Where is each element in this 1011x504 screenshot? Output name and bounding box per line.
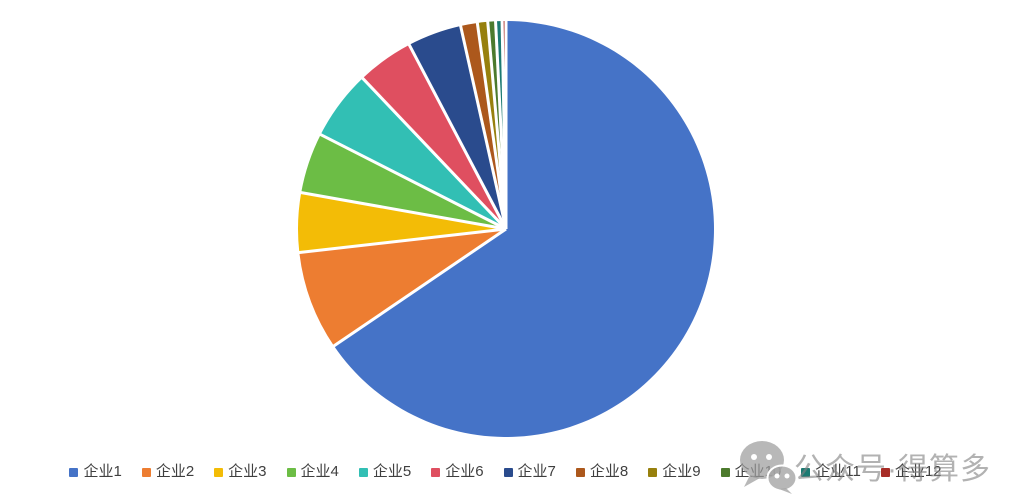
legend-item-企业2: 企业2 <box>141 463 195 481</box>
legend-item-label: 企业4 <box>300 463 339 480</box>
legend-item-label: 企业7 <box>517 463 556 480</box>
legend-item-企业10: 企业10 <box>720 463 782 481</box>
pie-slice-企业2 <box>299 229 506 346</box>
legend-item-企业7: 企业7 <box>503 463 556 481</box>
legend-item-label: 企业6 <box>445 463 484 480</box>
legend-swatch <box>648 467 658 477</box>
legend-item-企业4: 企业4 <box>286 463 339 481</box>
legend-item-label: 企业3 <box>228 463 267 480</box>
legend-swatch <box>214 467 224 477</box>
legend: 企业1 企业2 企业3 企业4 企业5 企业6 企业7 企业8 企业9 企业10 企业11 企业12 <box>0 463 1011 481</box>
pie-slice-企业6 <box>362 44 506 229</box>
legend-item-label: 企业5 <box>372 463 412 480</box>
legend-swatch <box>801 467 811 477</box>
pie-slice-企业1 <box>333 21 715 437</box>
legend-item-label: 企业1 <box>83 463 122 480</box>
slice-gap <box>475 20 508 230</box>
slice-gap <box>458 23 508 230</box>
legend-item-企业1: 企业1 <box>69 463 122 481</box>
legend-swatch <box>69 467 79 477</box>
slice-gap <box>331 227 507 349</box>
legend-item-label: 企业9 <box>662 463 701 480</box>
legend-swatch <box>431 467 441 477</box>
pie-slice-企业5 <box>320 78 506 229</box>
legend-item-企业3: 企业3 <box>214 463 267 481</box>
legend-swatch <box>575 467 585 477</box>
legend-item-企业5: 企业5 <box>358 463 412 481</box>
legend-item-企业11: 企业11 <box>801 463 861 481</box>
slice-gap <box>318 132 507 231</box>
legend-swatch <box>358 467 368 477</box>
legend-item-label: 企业11 <box>815 463 861 480</box>
legend-swatch <box>503 467 513 477</box>
legend-item-企业12: 企业12 <box>880 463 942 481</box>
legend-swatch <box>141 467 151 477</box>
slice-gap <box>298 190 507 231</box>
legend-item-企业8: 企业8 <box>575 463 629 481</box>
legend-item-label: 企业2 <box>155 463 195 480</box>
slice-gap <box>297 227 507 255</box>
legend-swatch <box>880 467 890 477</box>
pie-slice-企业7 <box>409 26 506 230</box>
legend-item-企业9: 企业9 <box>648 463 701 481</box>
slice-gap <box>360 75 508 231</box>
legend-item-企业6: 企业6 <box>431 463 484 481</box>
legend-swatch <box>286 467 296 477</box>
slice-gap <box>406 42 508 230</box>
legend-swatch <box>720 467 730 477</box>
pie-slice-企业4 <box>301 134 506 229</box>
legend-item-label: 企业10 <box>734 463 782 480</box>
legend-item-label: 企业8 <box>589 463 629 480</box>
legend-item-label: 企业12 <box>894 463 942 480</box>
pie-slice-企业3 <box>298 192 506 253</box>
